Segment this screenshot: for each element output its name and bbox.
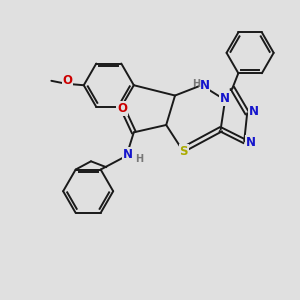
- Text: H: H: [192, 79, 200, 89]
- Text: H: H: [135, 154, 143, 164]
- Text: N: N: [246, 136, 256, 149]
- Text: N: N: [249, 105, 259, 118]
- Text: N: N: [123, 148, 133, 161]
- Text: S: S: [180, 145, 188, 158]
- Text: N: N: [200, 79, 209, 92]
- Text: O: O: [63, 74, 73, 87]
- Text: O: O: [117, 102, 127, 115]
- Text: N: N: [220, 92, 230, 105]
